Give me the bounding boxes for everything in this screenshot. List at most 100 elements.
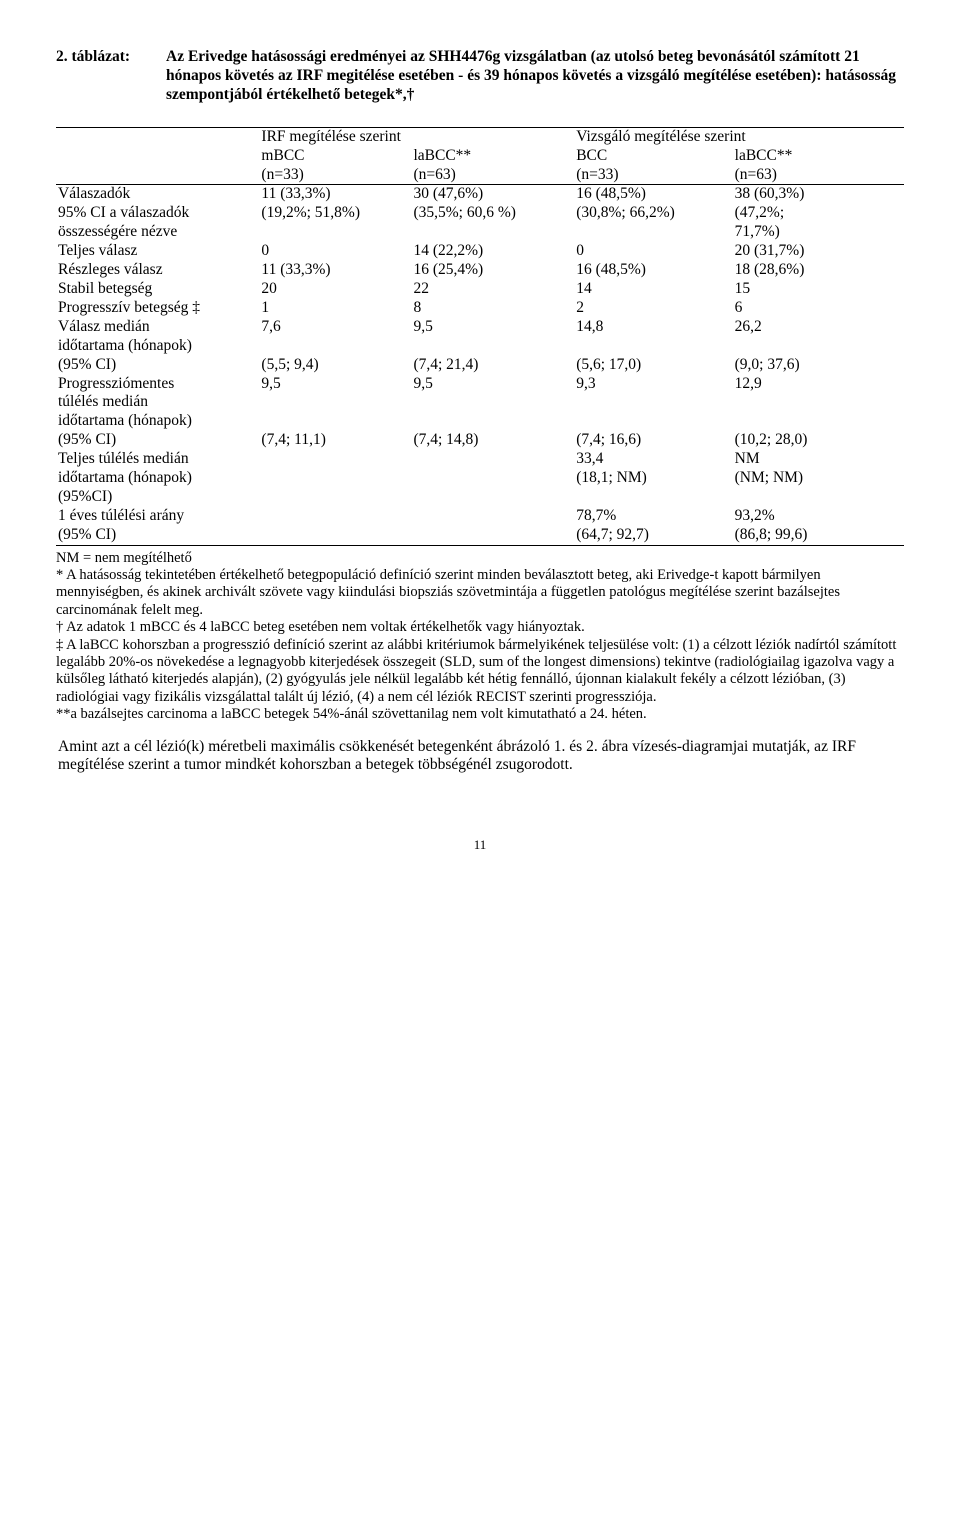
efficacy-table: IRF megítélése szerint Vizsgáló megítélé… xyxy=(56,127,904,546)
footnote-line: * A hatásosság tekintetében értékelhető … xyxy=(56,567,904,619)
table-cell xyxy=(411,337,574,356)
table-cell: 0 xyxy=(259,242,411,261)
table-cell: 11 (33,3%) xyxy=(259,261,411,280)
footnote-line: † Az adatok 1 mBCC és 4 laBCC beteg eset… xyxy=(56,619,904,636)
row-label: Teljes túlélés medián xyxy=(56,450,259,469)
row-label: (95% CI) xyxy=(56,356,259,375)
header-group-investigator: Vizsgáló megítélése szerint xyxy=(574,127,904,146)
table-cell xyxy=(411,450,574,469)
row-label: Válaszadók xyxy=(56,185,259,204)
footnote-line: NM = nem megítélhető xyxy=(56,550,904,567)
table-number: 2. táblázat: xyxy=(56,48,166,67)
table-cell: (47,2%; xyxy=(733,204,904,223)
table-cell: (86,8; 99,6) xyxy=(733,526,904,545)
row-label: időtartama (hónapok) xyxy=(56,412,259,431)
table-cell: (7,4; 21,4) xyxy=(411,356,574,375)
table-cell: (10,2; 28,0) xyxy=(733,431,904,450)
table-cell: 7,6 xyxy=(259,318,411,337)
table-cell: (9,0; 37,6) xyxy=(733,356,904,375)
col-n: (n=63) xyxy=(411,166,574,185)
table-cell: 14,8 xyxy=(574,318,732,337)
table-title: Az Erivedge hatásossági eredményei az SH… xyxy=(166,48,904,105)
table-cell xyxy=(574,223,732,242)
table-cell: 18 (28,6%) xyxy=(733,261,904,280)
table-cell: 9,3 xyxy=(574,375,732,394)
table-cell: 14 xyxy=(574,280,732,299)
table-cell: 6 xyxy=(733,299,904,318)
table-cell: (7,4; 14,8) xyxy=(411,431,574,450)
table-cell xyxy=(259,393,411,412)
table-cell: 33,4 xyxy=(574,450,732,469)
table-cell: 9,5 xyxy=(411,375,574,394)
row-label: (95% CI) xyxy=(56,526,259,545)
table-cell xyxy=(574,488,732,507)
row-label: Progresszív betegség ‡ xyxy=(56,299,259,318)
header-group-irfs: IRF megítélése szerint xyxy=(259,127,574,146)
row-label: túlélés medián xyxy=(56,393,259,412)
col-header: laBCC** xyxy=(411,147,574,166)
table-cell: 71,7%) xyxy=(733,223,904,242)
table-cell: 22 xyxy=(411,280,574,299)
table-cell xyxy=(259,526,411,545)
row-label: Részleges válasz xyxy=(56,261,259,280)
table-cell xyxy=(259,507,411,526)
table-cell xyxy=(259,450,411,469)
col-header: mBCC xyxy=(259,147,411,166)
table-cell xyxy=(733,412,904,431)
col-n: (n=33) xyxy=(259,166,411,185)
table-cell: (64,7; 92,7) xyxy=(574,526,732,545)
col-n: (n=33) xyxy=(574,166,732,185)
row-label: (95%CI) xyxy=(56,488,259,507)
table-cell: (19,2%; 51,8%) xyxy=(259,204,411,223)
table-cell: 16 (48,5%) xyxy=(574,185,732,204)
table-cell xyxy=(574,393,732,412)
row-label: Progressziómentes xyxy=(56,375,259,394)
col-header: laBCC** xyxy=(733,147,904,166)
table-cell: NM xyxy=(733,450,904,469)
table-cell xyxy=(574,337,732,356)
footnote-line: **a bazálsejtes carcinoma a laBCC betege… xyxy=(56,706,904,723)
table-cell: 93,2% xyxy=(733,507,904,526)
table-cell: 15 xyxy=(733,280,904,299)
table-cell xyxy=(411,412,574,431)
row-label: 1 éves túlélési arány xyxy=(56,507,259,526)
row-label: Válasz medián xyxy=(56,318,259,337)
row-label: időtartama (hónapok) xyxy=(56,469,259,488)
table-cell xyxy=(733,488,904,507)
table-cell xyxy=(259,223,411,242)
row-label: Stabil betegség xyxy=(56,280,259,299)
table-cell xyxy=(574,412,732,431)
table-cell: 11 (33,3%) xyxy=(259,185,411,204)
table-cell: 16 (48,5%) xyxy=(574,261,732,280)
row-label: 95% CI a válaszadók xyxy=(56,204,259,223)
closing-paragraph: Amint azt a cél lézió(k) méretbeli maxim… xyxy=(56,738,904,776)
row-label: (95% CI) xyxy=(56,431,259,450)
table-cell: 30 (47,6%) xyxy=(411,185,574,204)
table-caption: 2. táblázat: Az Erivedge hatásossági ere… xyxy=(56,48,904,105)
table-cell xyxy=(411,469,574,488)
table-cell xyxy=(733,337,904,356)
table-cell: (35,5%; 60,6 %) xyxy=(411,204,574,223)
footnotes: NM = nem megítélhető* A hatásosság tekin… xyxy=(56,550,904,724)
table-cell: 1 xyxy=(259,299,411,318)
table-cell xyxy=(411,488,574,507)
table-cell: 8 xyxy=(411,299,574,318)
table-cell: 14 (22,2%) xyxy=(411,242,574,261)
table-cell: 20 xyxy=(259,280,411,299)
table-cell xyxy=(259,469,411,488)
col-header: BCC xyxy=(574,147,732,166)
table-cell xyxy=(259,488,411,507)
table-cell: 78,7% xyxy=(574,507,732,526)
table-cell: 20 (31,7%) xyxy=(733,242,904,261)
table-cell: 9,5 xyxy=(259,375,411,394)
table-cell: (7,4; 11,1) xyxy=(259,431,411,450)
table-cell: 9,5 xyxy=(411,318,574,337)
row-label: összességére nézve xyxy=(56,223,259,242)
table-cell: (NM; NM) xyxy=(733,469,904,488)
table-cell xyxy=(259,337,411,356)
table-cell: 2 xyxy=(574,299,732,318)
table-cell: (7,4; 16,6) xyxy=(574,431,732,450)
table-cell xyxy=(411,393,574,412)
table-cell xyxy=(411,526,574,545)
table-cell: (5,5; 9,4) xyxy=(259,356,411,375)
